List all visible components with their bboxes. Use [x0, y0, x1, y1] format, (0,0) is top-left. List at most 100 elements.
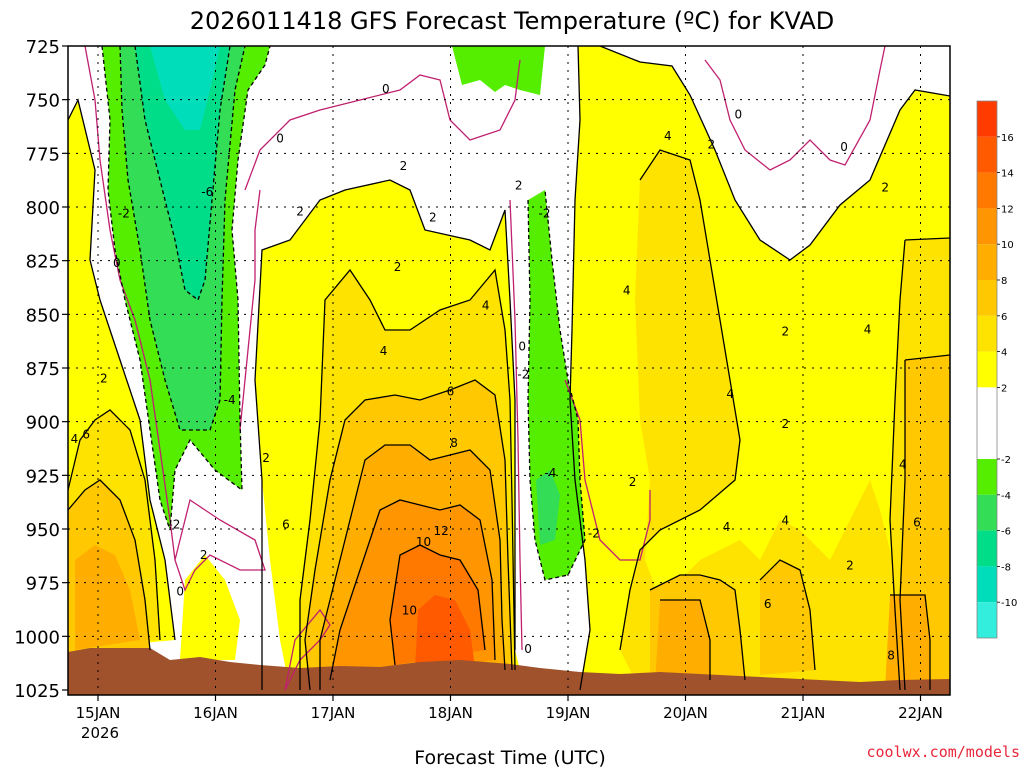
fill-band-neg2-neg4-center — [452, 46, 545, 95]
contour-label: 2 — [881, 181, 889, 195]
contour-label: 6 — [82, 428, 90, 442]
contour-label: 0 — [840, 140, 848, 154]
colorbar-bin — [977, 315, 997, 352]
x-tick-label: 19JAN — [546, 704, 591, 722]
contour-label: 4 — [380, 344, 388, 358]
x-tick-label: 18JAN — [428, 704, 473, 722]
contour-6-east — [649, 354, 950, 691]
y-tick-label: 950 — [26, 520, 60, 541]
contour-label: -2 — [517, 367, 529, 381]
contour-label: 2 — [429, 211, 437, 225]
colorbar-tick-label: 12 — [1001, 204, 1014, 215]
colorbar-bin — [977, 208, 997, 245]
colorbar-bin — [977, 136, 997, 173]
contour-label: -2 — [588, 526, 600, 540]
fill-band-6-8-east — [650, 355, 950, 690]
colorbar-bin — [977, 387, 997, 459]
contour-label: 8 — [450, 436, 458, 450]
y-tick-label: 1000 — [14, 627, 60, 648]
contour-12-center — [389, 544, 486, 666]
contour-neg4-west — [119, 46, 246, 431]
colorbar-bin — [977, 530, 997, 567]
colorbar-bin — [977, 280, 997, 316]
x-tick-label: 16JAN — [193, 704, 238, 722]
fill-band-neg6-neg8-west — [135, 46, 230, 300]
contour-label: 6 — [447, 385, 455, 399]
contour-label: 4 — [71, 432, 79, 446]
y-tick-label: 750 — [26, 91, 60, 112]
contour-label: 4 — [782, 513, 790, 527]
contour-label: 2 — [394, 260, 402, 274]
contour-label: 0 — [518, 340, 526, 354]
y-tick-label: 850 — [26, 305, 60, 326]
y-axis-ticks: 725 750 775 800 825 850 875 900 925 950 975 1000 102… — [14, 37, 68, 702]
colorbar-tick-label: 4 — [1001, 348, 1007, 359]
x-tick-label: 22JAN — [898, 704, 943, 722]
fill-band-neg8-neg10-west — [150, 46, 220, 130]
contour-2-center — [254, 179, 516, 690]
y-tick-label: 775 — [26, 144, 60, 165]
x-tick-label: 15JAN — [76, 704, 121, 722]
contour-label: 2 — [782, 417, 790, 431]
colorbar-bin — [977, 351, 997, 388]
contour-label: -4 — [224, 393, 236, 407]
contour-2-east — [569, 46, 591, 691]
y-tick-label: 725 — [26, 37, 60, 58]
fill-band-2-4-small — [180, 555, 240, 660]
fill-band-neg4-neg6-mid — [536, 470, 560, 545]
colorbar-bin — [977, 602, 997, 638]
contour-label: 2 — [782, 325, 790, 339]
colorbar-tick-label: 6 — [1001, 312, 1007, 323]
colorbar: 16 14 12 10 8 6 4 2 -2 -4 -6 -8 -10 — [976, 100, 1017, 639]
contour-label: 2 — [262, 451, 270, 465]
contour-10-center — [329, 499, 496, 681]
y-tick-label: 875 — [26, 359, 60, 380]
colorbar-tick-label: -8 — [1001, 562, 1011, 573]
contour-label: 4 — [864, 322, 872, 336]
x-axis-ticks: 15JAN 16JAN 17JAN 18JAN 19JAN 20JAN 21JAN 22JAN — [76, 695, 943, 722]
colorbar-tick-label: -6 — [1001, 527, 1011, 538]
contour-4-west — [68, 409, 161, 641]
contour-label: 4 — [899, 458, 907, 472]
colorbar-frame — [976, 100, 998, 639]
contour-6-west — [68, 479, 151, 651]
contour-label: 0 — [276, 131, 284, 145]
contour-label: 0 — [735, 108, 743, 122]
contour-2-west — [68, 98, 176, 641]
colorbar-bin — [977, 244, 997, 280]
y-tick-label: 925 — [26, 466, 60, 487]
contour-zero-east — [564, 379, 651, 561]
colorbar-tick-label: 8 — [1001, 276, 1007, 287]
chart-title: 2026011418 GFS Forecast Temperature (ºC)… — [190, 7, 835, 35]
contour-neg6-west — [134, 46, 231, 302]
contour-label: 2 — [400, 159, 408, 173]
contour-zero-west2 — [239, 189, 261, 431]
contour-label: 2 — [846, 558, 854, 572]
colorbar-tick-label: -2 — [1001, 455, 1011, 466]
contour-label: -6 — [201, 185, 213, 199]
colorbar-tick-label: 16 — [1001, 133, 1014, 144]
plot-area: 0-224 6-6-4-2020202222644681012102-20-2-4… — [68, 46, 950, 695]
contour-label: 2 — [200, 548, 208, 562]
contour-neg2-west — [101, 46, 271, 531]
y-tick-label: 900 — [26, 413, 60, 434]
contour-label: 2 — [296, 204, 304, 218]
colorbar-tick-label: 10 — [1001, 240, 1014, 251]
contour-label: 2 — [629, 475, 637, 489]
contour-label: -4 — [544, 466, 556, 480]
x-axis-title: Forecast Time (UTC) — [414, 747, 605, 768]
x-tick-label: 20JAN — [663, 704, 708, 722]
colorbar-bin — [977, 101, 997, 137]
fill-band-8-10-west — [75, 545, 140, 650]
contour-8-center — [319, 444, 506, 690]
x-tick-label: 17JAN — [311, 704, 356, 722]
colorbar-bin — [977, 459, 997, 495]
contour-4-east2 — [889, 237, 950, 691]
contour-label: 6 — [913, 516, 921, 530]
fill-band-14-16-center — [415, 595, 475, 670]
colorbar-tick-label: -4 — [1001, 491, 1011, 502]
contour-label: 4 — [482, 299, 490, 313]
x-axis-year-label: 2026 — [81, 724, 119, 742]
contour-label: 0 — [113, 256, 121, 270]
